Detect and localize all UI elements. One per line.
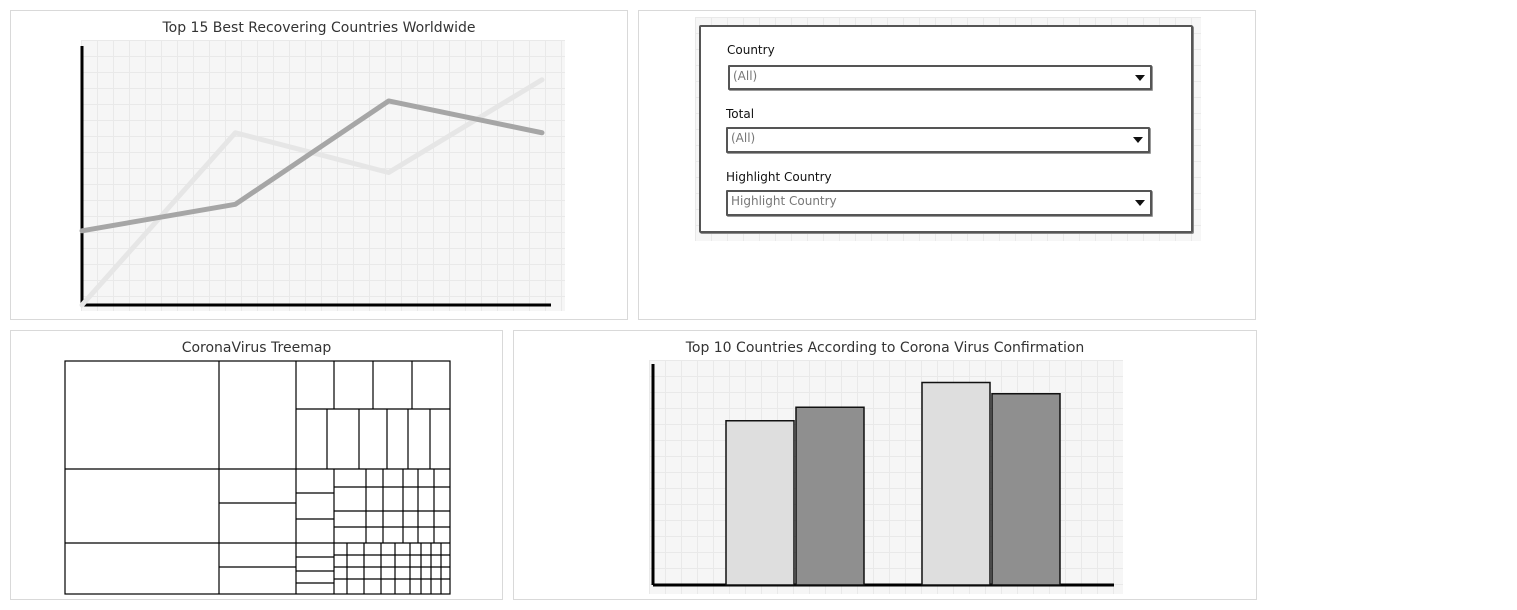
bar-chart-title: Top 10 Countries According to Corona Vir…	[685, 340, 1085, 356]
filters-panel: Country (All) Total (All) Highlight Coun…	[638, 10, 1256, 320]
line-series-2	[79, 98, 545, 234]
treemap-title: CoronaVirus Treemap	[181, 340, 332, 356]
bar-chart	[651, 364, 1114, 587]
total-filter-label: Total	[726, 107, 755, 121]
bar-g1-s1	[725, 420, 795, 586]
treemap-panel: CoronaVirus Treemap	[10, 330, 503, 600]
total-select[interactable]: (All)	[726, 127, 1150, 153]
line-chart-panel: Top 15 Best Recovering Countries Worldwi…	[10, 10, 628, 320]
highlight-filter-label: Highlight Country	[726, 170, 832, 184]
country-filter-label: Country	[727, 43, 775, 57]
treemap	[64, 360, 451, 595]
country-select-value: (All)	[733, 69, 758, 83]
line-chart-grid	[81, 40, 565, 311]
line-chart	[79, 46, 551, 308]
filter-card: Country (All) Total (All) Highlight Coun…	[699, 25, 1193, 233]
line-chart-title: Top 15 Best Recovering Countries Worldwi…	[162, 20, 476, 36]
bar-g1-s2	[795, 406, 865, 586]
chevron-down-icon[interactable]	[1133, 137, 1143, 143]
line-series-1	[79, 77, 545, 308]
treemap-frame	[64, 360, 451, 595]
highlight-country-select[interactable]: Highlight Country	[726, 190, 1152, 216]
bar-g2-s1	[921, 381, 991, 586]
total-select-value: (All)	[731, 131, 756, 145]
country-select[interactable]: (All)	[728, 65, 1152, 90]
highlight-select-placeholder: Highlight Country	[731, 194, 837, 208]
bar-chart-panel: Top 10 Countries According to Corona Vir…	[513, 330, 1257, 600]
bar-g2-s2	[991, 393, 1061, 586]
chevron-down-icon[interactable]	[1135, 75, 1145, 81]
chevron-down-icon[interactable]	[1135, 200, 1145, 206]
